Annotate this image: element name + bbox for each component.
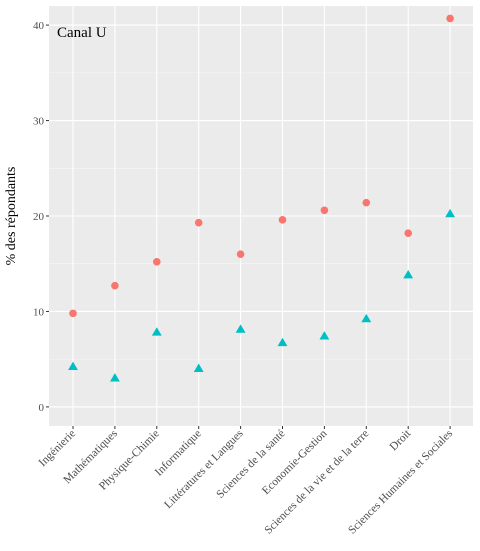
- data-point-circle: [320, 206, 329, 215]
- data-point-circle: [194, 218, 203, 227]
- data-point-triangle: [319, 331, 330, 340]
- y-tick-label: 20: [33, 211, 45, 223]
- data-point-circle: [404, 229, 413, 237]
- data-point-circle: [236, 250, 245, 258]
- y-axis: 0 10 20 30 40: [33, 20, 49, 414]
- data-point-triangle: [277, 337, 288, 347]
- data-point-circle: [362, 198, 371, 207]
- data-point-circle: [446, 14, 454, 23]
- y-tick-label: 30: [33, 116, 45, 128]
- y-axis-title: % des répondants: [4, 167, 19, 266]
- panel-title: Canal U: [57, 25, 107, 41]
- y-tick-label: 0: [39, 402, 45, 414]
- y-tick-label: 40: [33, 20, 45, 32]
- data-point-circle: [69, 309, 77, 318]
- data-point-triangle: [151, 327, 162, 336]
- data-point-triangle: [109, 373, 120, 382]
- x-tick-label: Littératures et Langues: [162, 427, 246, 511]
- data-point-circle: [153, 258, 161, 266]
- grid-major: [49, 6, 473, 426]
- x-tick-label: Droit: [388, 427, 414, 453]
- data-marks: [68, 14, 456, 382]
- data-point-triangle: [445, 208, 456, 218]
- data-point-triangle: [235, 324, 246, 333]
- x-tick-label: Ingénierie: [37, 428, 78, 469]
- data-point-triangle: [193, 363, 204, 372]
- x-axis: IngénierieMathématiquesPhysique-ChimieIn…: [37, 426, 456, 537]
- grid-minor: [49, 72, 473, 360]
- y-tick-label: 10: [33, 306, 45, 318]
- data-point-circle: [111, 281, 119, 290]
- data-point-triangle: [68, 361, 78, 371]
- data-point-circle: [278, 216, 287, 224]
- data-point-triangle: [403, 269, 414, 279]
- data-point-triangle: [361, 313, 372, 323]
